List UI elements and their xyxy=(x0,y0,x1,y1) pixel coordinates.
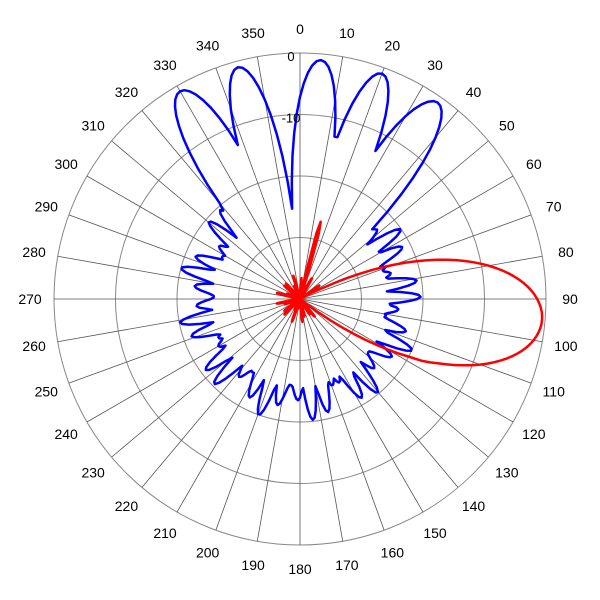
grid-spoke xyxy=(111,298,301,458)
angle-tick-label: 210 xyxy=(153,525,177,541)
grid-spoke xyxy=(57,255,301,300)
angle-tick-label: 180 xyxy=(288,561,312,577)
angle-tick-label: 110 xyxy=(543,383,566,399)
grid-spoke xyxy=(299,67,385,300)
grid-spoke xyxy=(299,298,532,384)
grid-spoke xyxy=(299,298,385,531)
angle-tick-label: 310 xyxy=(81,117,105,133)
grid-spoke xyxy=(176,85,301,300)
grid-spoke xyxy=(86,175,301,300)
angle-tick-label: 40 xyxy=(466,84,482,100)
series-layer xyxy=(173,58,544,422)
grid-spoke xyxy=(299,298,344,542)
angle-tick-label: 290 xyxy=(35,199,59,215)
angle-tick-label: 350 xyxy=(241,25,265,41)
angle-tick-label: 200 xyxy=(196,545,220,561)
angle-tick-label: 250 xyxy=(35,383,59,399)
grid-spoke xyxy=(299,298,459,488)
grid-spoke xyxy=(176,298,301,513)
series-line xyxy=(173,58,443,422)
angle-tick-label: 230 xyxy=(81,465,105,481)
angle-tick-label: 30 xyxy=(427,57,443,73)
angle-tick-label: 270 xyxy=(18,291,42,307)
grid-spoke xyxy=(299,140,489,300)
angle-tick-label: 50 xyxy=(499,117,515,133)
grid-spoke xyxy=(111,140,301,300)
series-line xyxy=(275,220,544,367)
grid-spoke xyxy=(299,298,514,423)
angle-tick-label: 60 xyxy=(526,156,542,172)
grid-spoke xyxy=(57,298,301,343)
grid-spoke xyxy=(299,175,514,300)
angle-tick-label: 10 xyxy=(339,25,355,41)
angle-tick-label: 160 xyxy=(381,545,405,561)
grid-spoke xyxy=(68,298,301,384)
grid-spoke xyxy=(299,214,532,300)
angle-tick-label: 100 xyxy=(554,338,578,354)
angle-tick-label: 120 xyxy=(522,426,546,442)
angle-tick-label: 260 xyxy=(22,338,46,354)
angle-tick-label: 20 xyxy=(385,37,401,53)
angle-tick-label: 330 xyxy=(153,57,177,73)
angle-tick-label: 80 xyxy=(558,244,574,260)
ring-labels: 0 -10 xyxy=(282,49,301,126)
grid-spoke xyxy=(299,298,424,513)
grid-spoke xyxy=(299,85,424,300)
grid-spoke xyxy=(141,298,301,488)
angle-tick-label: 220 xyxy=(115,498,139,514)
ring-value-label: 0 xyxy=(287,49,294,64)
angle-tick-label: 70 xyxy=(546,199,562,215)
angle-labels: 0 10 20 30 40 50 60 70 80 90 100 110 120 130 140 150 160… xyxy=(18,21,578,577)
angle-tick-label: 340 xyxy=(196,37,220,53)
angle-tick-label: 300 xyxy=(54,156,78,172)
grid-spoke xyxy=(299,298,489,458)
grid-spoke xyxy=(256,298,301,542)
grid-spoke xyxy=(299,298,543,343)
angle-tick-label: 140 xyxy=(462,498,486,514)
grid-spoke xyxy=(299,110,459,300)
angle-tick-label: 0 xyxy=(296,21,304,37)
grid-spoke xyxy=(299,255,543,300)
grid-spoke xyxy=(86,298,301,423)
angle-tick-label: 190 xyxy=(241,557,265,573)
ring-value-label: -10 xyxy=(282,111,301,126)
angle-tick-label: 320 xyxy=(115,84,139,100)
angle-tick-label: 240 xyxy=(54,426,78,442)
angle-tick-label: 150 xyxy=(423,525,447,541)
angle-tick-label: 280 xyxy=(22,244,46,260)
angle-tick-label: 130 xyxy=(495,465,519,481)
angle-tick-label: 90 xyxy=(562,291,578,307)
angle-tick-label: 170 xyxy=(335,557,359,573)
grid-spoke xyxy=(68,214,301,300)
